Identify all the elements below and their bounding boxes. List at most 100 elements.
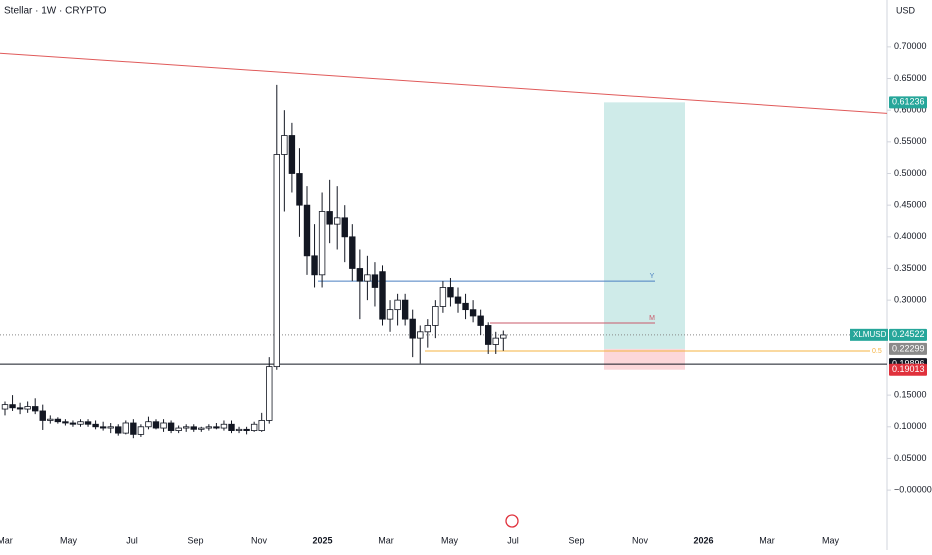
price-tag <box>889 96 927 109</box>
candle-body <box>371 274 379 288</box>
price-tag-label: 0.24522 <box>892 329 925 339</box>
candle-body <box>54 418 62 423</box>
candle-body <box>394 299 401 311</box>
candle-body <box>16 407 24 410</box>
candle-body <box>311 255 318 276</box>
candle-body <box>417 331 424 339</box>
candle-body <box>99 426 107 429</box>
x-tick-label: 2026 <box>693 535 713 545</box>
x-tick-label: Mar <box>378 535 394 545</box>
candle-body <box>152 421 160 429</box>
candle-body <box>273 154 280 368</box>
candle-body <box>349 236 356 269</box>
candle-body <box>92 423 99 428</box>
candle-body <box>296 173 303 206</box>
price-tag <box>889 363 927 376</box>
candle-body <box>62 421 69 424</box>
candle-body <box>235 428 243 431</box>
tv-logo[interactable] <box>505 514 519 528</box>
candle-body <box>32 406 39 412</box>
x-tick-label: Mar <box>759 535 775 545</box>
stop-zone <box>604 348 685 370</box>
candle-body <box>190 426 197 430</box>
candle-body <box>454 296 462 304</box>
candle-body <box>122 422 129 434</box>
level-label: Y <box>650 273 655 280</box>
candle-body <box>492 337 499 345</box>
candle-body <box>115 426 122 434</box>
x-tick-label: Mar <box>0 535 13 545</box>
candle-body <box>167 422 175 431</box>
candle-body <box>182 426 190 429</box>
symbol-tag-label: XLMUSD <box>853 330 887 339</box>
candle-body <box>160 422 167 429</box>
y-tick-label: 0.35000 <box>894 263 927 273</box>
candle-body <box>326 211 333 225</box>
x-tick-label: 2025 <box>312 535 332 545</box>
candle-body <box>386 309 394 320</box>
level-label: M <box>649 315 655 322</box>
candle-body <box>477 315 484 326</box>
candle-body <box>1 404 9 410</box>
candle-body <box>205 426 213 429</box>
y-tick-label: 0.55000 <box>894 136 927 146</box>
candle-body <box>303 204 311 257</box>
candle-body <box>9 404 16 409</box>
x-tick-label: May <box>822 535 840 545</box>
y-tick-label: 0.10000 <box>894 421 927 431</box>
candle-body <box>24 406 31 410</box>
candle-body <box>484 325 492 345</box>
candle-body <box>424 325 431 333</box>
y-tick-label: 0.15000 <box>894 390 927 400</box>
symbol-tag <box>850 328 888 341</box>
price-tag <box>889 342 927 355</box>
x-tick-label: Jul <box>126 535 138 545</box>
price-tag-label: 0.19896 <box>892 358 925 368</box>
level-label: 0.5 <box>872 348 882 355</box>
candle-body <box>356 268 364 282</box>
candle-body <box>432 306 439 326</box>
candle-body <box>107 426 114 429</box>
candle-body <box>281 135 288 155</box>
candle-body <box>409 318 416 339</box>
candle-body <box>447 287 454 298</box>
candle-body <box>288 135 296 174</box>
candle-body <box>318 211 326 276</box>
candle-body <box>401 299 409 320</box>
x-tick-label: May <box>441 535 459 545</box>
x-tick-label: Nov <box>632 535 649 545</box>
candle-body <box>198 427 205 430</box>
currency: USD <box>896 5 916 15</box>
candle-body <box>379 271 386 320</box>
x-tick-label: Sep <box>187 535 203 545</box>
candle-body <box>77 421 84 425</box>
candle-body <box>462 302 469 311</box>
x-tick-label: May <box>60 535 78 545</box>
x-tick-label: Jul <box>507 535 519 545</box>
trendline <box>0 52 888 114</box>
y-tick-label: 0.65000 <box>894 73 927 83</box>
candle-body <box>47 418 54 421</box>
y-tick-label: −0.00000 <box>894 484 932 494</box>
candle-body <box>130 422 137 435</box>
candle-body <box>145 421 152 428</box>
candle-body <box>469 309 477 317</box>
candle-body <box>243 428 250 431</box>
y-tick-label: 0.40000 <box>894 231 927 241</box>
candle-body <box>258 420 265 431</box>
y-tick-label: 0.30000 <box>894 295 927 305</box>
y-tick-label: 0.60000 <box>894 105 927 115</box>
y-tick-label: 0.70000 <box>894 41 927 51</box>
candle-body <box>341 217 348 238</box>
candle-body <box>266 366 273 421</box>
price-tag-label: 0.61236 <box>892 97 925 107</box>
price-tag-label: 0.19013 <box>892 364 925 374</box>
candle-body <box>137 426 145 435</box>
x-tick-label: Sep <box>568 535 584 545</box>
price-tag <box>889 328 927 341</box>
candle-body <box>39 410 46 421</box>
y-tick-label: 0.05000 <box>894 453 927 463</box>
candle-body <box>69 422 77 425</box>
candle-body <box>220 423 228 429</box>
